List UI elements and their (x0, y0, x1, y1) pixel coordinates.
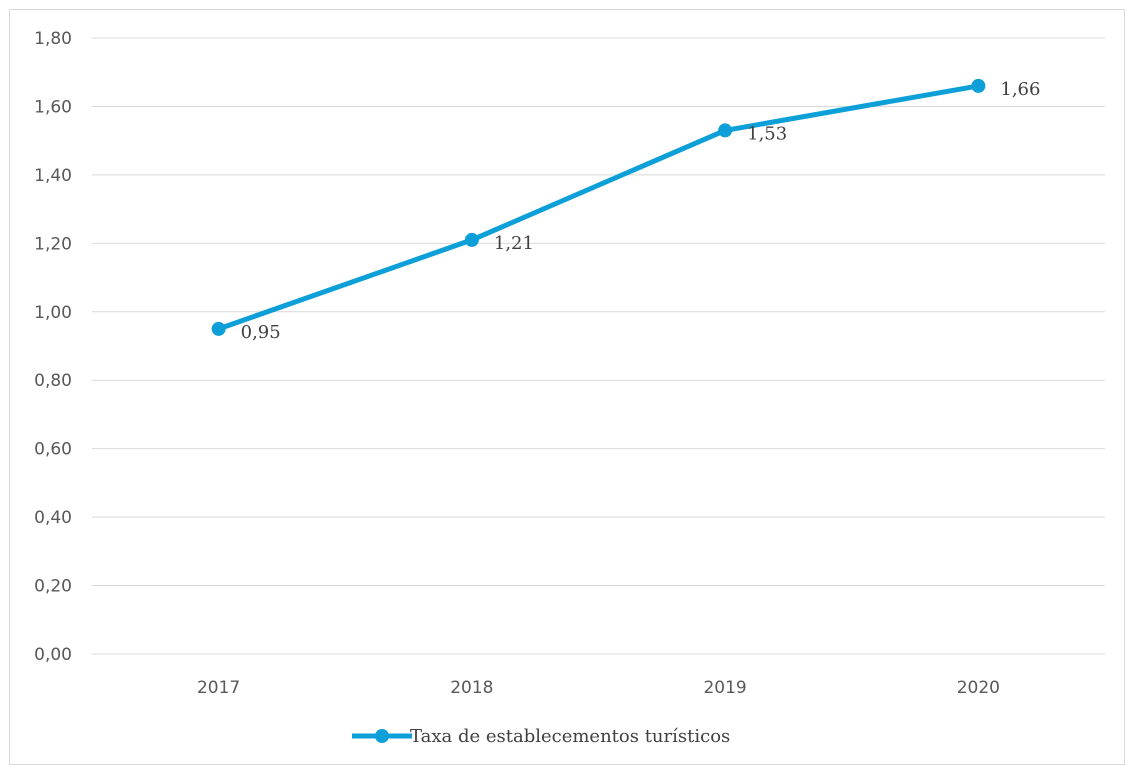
legend-swatch-marker (375, 729, 389, 743)
data-point[interactable] (718, 123, 733, 138)
x-tick-label: 2019 (703, 678, 746, 698)
data-label: 0,95 (241, 322, 281, 343)
legend-label: Taxa de establecementos turísticos (410, 726, 730, 747)
y-tick-label: 0,60 (34, 440, 72, 460)
data-point[interactable] (971, 78, 986, 93)
y-tick-label: 0,40 (34, 508, 72, 528)
data-point[interactable] (211, 321, 226, 336)
x-axis-ticks: 2017 2018 2019 2020 (197, 678, 1000, 698)
x-tick-label: 2020 (957, 678, 1000, 698)
y-tick-label: 0,80 (34, 371, 72, 391)
y-tick-label: 1,40 (34, 166, 72, 186)
gridlines (92, 37, 1105, 655)
chart-frame (9, 9, 1125, 765)
data-point[interactable] (464, 232, 479, 247)
x-tick-label: 2018 (450, 678, 493, 698)
data-label: 1,53 (747, 123, 787, 144)
legend[interactable]: Taxa de establecementos turísticos (352, 726, 730, 747)
series-group (211, 78, 986, 336)
y-tick-label: 1,20 (34, 234, 72, 254)
y-tick-label: 0,00 (34, 645, 72, 665)
y-tick-label: 1,00 (34, 303, 72, 323)
y-tick-label: 1,80 (34, 29, 72, 49)
series-line (217, 83, 979, 332)
data-label: 1,66 (1000, 79, 1040, 100)
x-tick-label: 2017 (197, 678, 240, 698)
y-axis-ticks: 0,00 0,20 0,40 0,60 0,80 1,00 1,20 1,40 1,60 1,80 (34, 29, 72, 665)
data-label: 1,21 (494, 233, 534, 254)
y-tick-label: 1,60 (34, 97, 72, 117)
data-labels: 0,95 1,21 1,53 1,66 (241, 79, 1041, 343)
y-tick-label: 0,20 (34, 577, 72, 597)
